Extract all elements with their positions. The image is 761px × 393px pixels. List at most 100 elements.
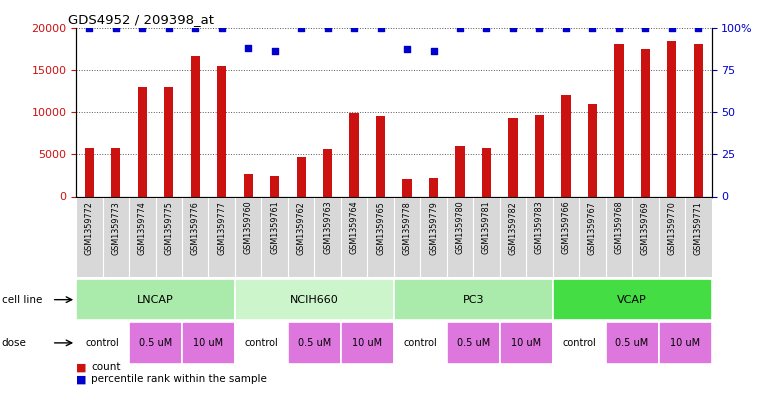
Text: VCAP: VCAP <box>617 295 647 305</box>
Text: control: control <box>403 338 437 348</box>
Text: GSM1359767: GSM1359767 <box>588 201 597 255</box>
Bar <box>217 66 226 196</box>
Point <box>560 24 572 31</box>
Text: GSM1359773: GSM1359773 <box>111 201 120 255</box>
Text: 10 uM: 10 uM <box>670 338 700 348</box>
Bar <box>482 148 491 196</box>
Point <box>215 24 228 31</box>
Text: GSM1359766: GSM1359766 <box>562 201 571 254</box>
Text: GSM1359761: GSM1359761 <box>270 201 279 254</box>
Text: GSM1359764: GSM1359764 <box>349 201 358 254</box>
Point <box>613 24 625 31</box>
Bar <box>244 174 253 196</box>
Text: GSM1359763: GSM1359763 <box>323 201 332 254</box>
Point <box>189 24 202 31</box>
Point <box>242 45 254 51</box>
Text: GSM1359768: GSM1359768 <box>614 201 623 254</box>
Text: 0.5 uM: 0.5 uM <box>457 338 490 348</box>
Text: percentile rank within the sample: percentile rank within the sample <box>91 374 267 384</box>
Bar <box>76 322 129 364</box>
Text: GSM1359774: GSM1359774 <box>138 201 147 255</box>
Point <box>269 48 281 54</box>
Text: GDS4952 / 209398_at: GDS4952 / 209398_at <box>68 13 215 26</box>
Bar <box>447 322 500 364</box>
Text: 0.5 uM: 0.5 uM <box>139 338 172 348</box>
Bar <box>190 56 200 196</box>
Text: GSM1359781: GSM1359781 <box>482 201 491 254</box>
Text: 0.5 uM: 0.5 uM <box>298 338 331 348</box>
Text: control: control <box>86 338 119 348</box>
Point <box>507 24 519 31</box>
Text: ■: ■ <box>76 374 87 384</box>
Point <box>374 24 387 31</box>
Text: GSM1359770: GSM1359770 <box>667 201 677 255</box>
Bar <box>349 113 358 196</box>
Bar <box>508 118 517 196</box>
Point <box>454 24 466 31</box>
Bar <box>84 148 94 196</box>
Point <box>83 24 95 31</box>
Bar <box>288 322 341 364</box>
Point <box>163 24 175 31</box>
Text: GSM1359760: GSM1359760 <box>244 201 253 254</box>
Bar <box>552 279 712 320</box>
Bar <box>111 148 120 196</box>
Bar <box>667 41 677 196</box>
Bar <box>403 179 412 196</box>
Bar <box>182 322 235 364</box>
Bar <box>587 103 597 196</box>
Bar <box>164 86 174 196</box>
Text: 0.5 uM: 0.5 uM <box>616 338 648 348</box>
Bar <box>658 322 712 364</box>
Point <box>136 24 148 31</box>
Bar <box>270 176 279 196</box>
Text: GSM1359772: GSM1359772 <box>84 201 94 255</box>
Text: GSM1359782: GSM1359782 <box>508 201 517 255</box>
Bar <box>455 146 465 196</box>
Point <box>348 24 360 31</box>
Text: GSM1359762: GSM1359762 <box>297 201 306 255</box>
Bar <box>129 322 182 364</box>
Point <box>586 24 598 31</box>
Bar <box>235 279 394 320</box>
Text: 10 uM: 10 uM <box>352 338 383 348</box>
Text: control: control <box>244 338 279 348</box>
Text: GSM1359769: GSM1359769 <box>641 201 650 255</box>
Bar <box>394 322 447 364</box>
Bar <box>535 114 544 196</box>
Bar <box>552 322 606 364</box>
Text: PC3: PC3 <box>463 295 484 305</box>
Point <box>110 24 122 31</box>
Text: GSM1359780: GSM1359780 <box>456 201 464 254</box>
Bar <box>500 322 552 364</box>
Bar <box>562 95 571 196</box>
Bar <box>341 322 394 364</box>
Text: GSM1359776: GSM1359776 <box>191 201 199 255</box>
Bar <box>641 49 650 196</box>
Bar <box>138 86 147 196</box>
Text: GSM1359779: GSM1359779 <box>429 201 438 255</box>
Bar <box>76 279 235 320</box>
Text: GSM1359778: GSM1359778 <box>403 201 412 255</box>
Text: GSM1359777: GSM1359777 <box>217 201 226 255</box>
Text: 10 uM: 10 uM <box>511 338 541 348</box>
Bar <box>429 178 438 196</box>
Text: GSM1359783: GSM1359783 <box>535 201 544 254</box>
Point <box>666 24 678 31</box>
Bar <box>376 116 385 196</box>
Bar <box>323 149 333 196</box>
Text: LNCAP: LNCAP <box>137 295 174 305</box>
Text: GSM1359775: GSM1359775 <box>164 201 174 255</box>
Text: 10 uM: 10 uM <box>193 338 224 348</box>
Text: NCIH660: NCIH660 <box>290 295 339 305</box>
Point <box>639 24 651 31</box>
Bar <box>394 279 552 320</box>
Text: control: control <box>562 338 596 348</box>
Point <box>480 24 492 31</box>
Point <box>295 24 307 31</box>
Bar <box>606 322 658 364</box>
Point <box>428 48 440 54</box>
Text: count: count <box>91 362 121 373</box>
Text: ■: ■ <box>76 362 87 373</box>
Text: dose: dose <box>2 338 27 348</box>
